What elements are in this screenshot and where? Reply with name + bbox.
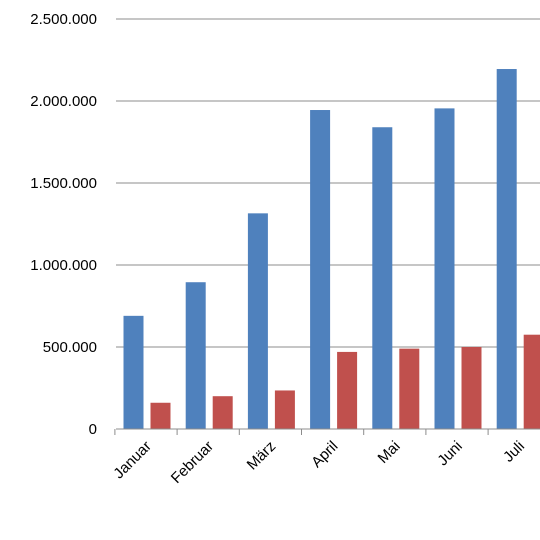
bar bbox=[185, 282, 206, 429]
x-tick-label: Februar bbox=[168, 438, 217, 487]
bar bbox=[150, 402, 171, 429]
y-tick-label: 0 bbox=[89, 421, 97, 438]
bar bbox=[337, 351, 358, 429]
bar bbox=[310, 110, 331, 430]
x-tick-label: Juli bbox=[500, 438, 528, 466]
y-tick-label: 1.500.000 bbox=[30, 175, 97, 192]
bar bbox=[461, 347, 482, 429]
bar bbox=[523, 334, 540, 429]
y-tick-label: 1.000.000 bbox=[30, 257, 97, 274]
x-axis: Januar Februar März April Mai Juni Juli bbox=[110, 428, 540, 487]
x-tick-label: Januar bbox=[110, 438, 154, 482]
bar bbox=[496, 69, 517, 430]
x-tick-label: Juni bbox=[434, 438, 465, 469]
bar bbox=[434, 108, 455, 429]
y-axis: 0 500.000 1.000.000 1.500.000 2.000.000 2.500… bbox=[30, 11, 97, 438]
bar bbox=[274, 390, 295, 429]
bar bbox=[399, 348, 420, 429]
bar bbox=[123, 315, 144, 429]
bar bbox=[212, 396, 233, 429]
bar bbox=[247, 213, 268, 429]
x-tick-label: April bbox=[308, 438, 341, 471]
bar bbox=[372, 127, 393, 430]
x-tick-label: Mai bbox=[375, 438, 404, 467]
y-tick-label: 2.000.000 bbox=[30, 93, 97, 110]
y-tick-label: 500.000 bbox=[43, 339, 97, 356]
x-tick-label: März bbox=[244, 438, 280, 474]
bars bbox=[123, 69, 540, 430]
y-tick-label: 2.500.000 bbox=[30, 11, 97, 28]
